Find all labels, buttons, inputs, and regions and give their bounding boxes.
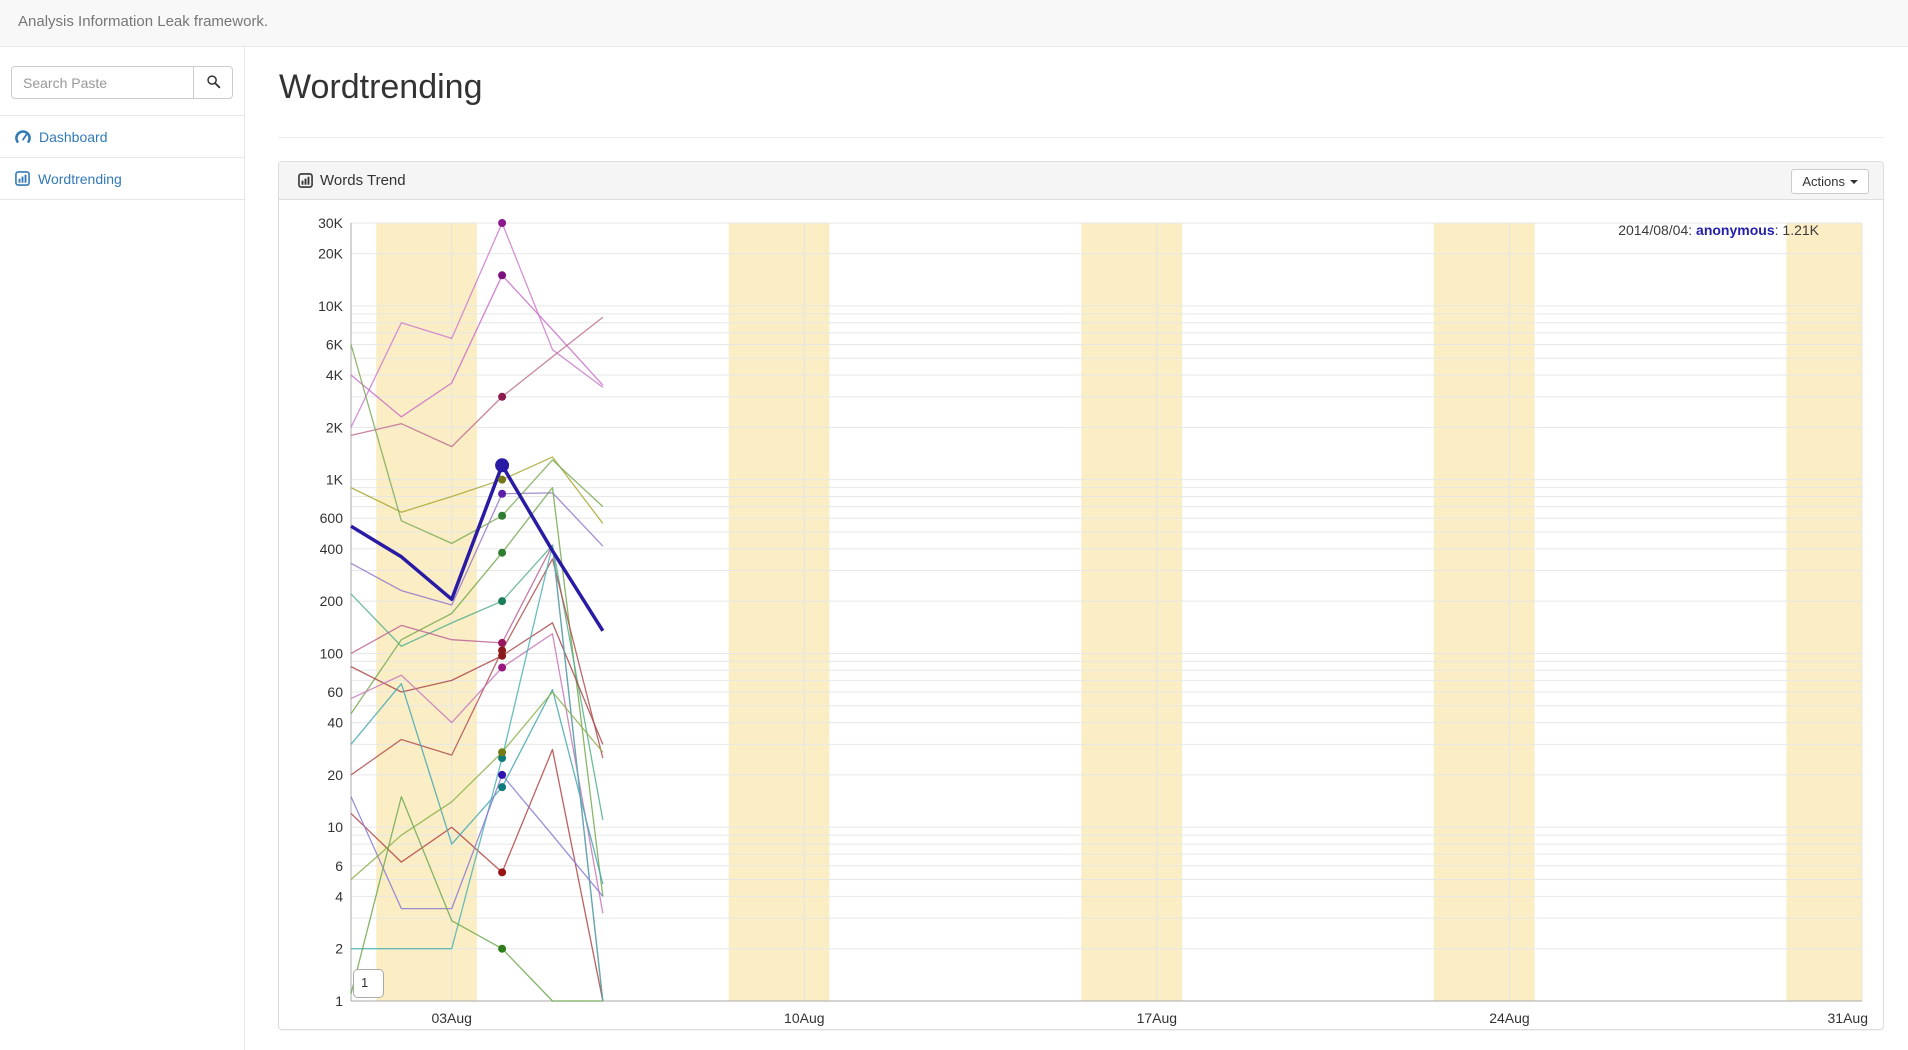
sidebar-item-label: Dashboard [39,129,108,145]
x-tick-label: 31Aug [1828,1010,1868,1026]
hover-point-series-13[interactable] [498,663,507,672]
y-tick-label: 600 [320,510,344,526]
y-tick-label: 400 [320,541,344,557]
y-tick-label: 200 [320,593,344,609]
hover-point-series-15[interactable] [498,783,507,792]
y-tick-label: 1 [335,993,343,1009]
bar-chart-icon [15,160,30,202]
y-tick-label: 1K [326,472,344,488]
search-button[interactable] [193,66,233,99]
hover-point-series-03[interactable] [498,489,507,498]
y-tick-label: 2K [326,419,344,435]
axis-edge-label-box: 1 [353,969,384,998]
weekend-band [376,223,477,1001]
panel-title-text: Words Trend [320,172,406,189]
series-line-series-03 [350,492,604,606]
series-line-series-10 [350,558,604,776]
y-tick-label: 30K [318,215,344,231]
y-tick-label: 6 [335,858,343,874]
x-tick-label: 17Aug [1137,1010,1177,1026]
y-tick-label: 20K [318,246,344,262]
x-tick-label: 24Aug [1489,1010,1529,1026]
hover-point-series-07[interactable] [498,271,507,280]
hover-point-series-06[interactable] [498,219,507,227]
bar-chart-icon [298,173,313,192]
hover-point-series-05[interactable] [498,597,507,606]
hover-point-series-19[interactable] [498,511,507,520]
weekend-band [1081,223,1183,1001]
y-tick-label: 40 [327,715,343,731]
series-line-series-08 [350,316,604,448]
series-line-series-12 [350,748,604,1002]
y-tick-label: 20 [327,767,343,783]
hover-point-series-14[interactable] [498,754,507,763]
page-title: Wordtrending [279,68,483,106]
weekend-band [728,223,830,1001]
y-tick-label: 6K [326,336,344,352]
sidebar-item-wordtrending[interactable]: Wordtrending [0,158,244,200]
words-trend-panel: Words Trend Actions 1 2 4 6 10 20 40 60 100 200 40… [278,161,1884,1030]
page-title-divider [278,137,1884,138]
hover-tooltip: 2014/08/04: anonymous: 1.21K [1618,222,1819,238]
magnifier-icon [206,74,221,92]
panel-title: Words Trend [298,172,406,192]
chart-area: 1 2 4 6 10 20 40 60 100 200 400 600 1K 2K 4K 6K 10K 20K 30… [279,200,1883,1031]
series-line-anonymous [350,463,605,632]
hover-point-series-18[interactable] [498,748,507,757]
panel-heading: Words Trend Actions [279,162,1883,200]
words-trend-chart[interactable]: 1246102040601002004006001K2K4K6K10K20K30… [294,200,1872,1031]
app-title: Analysis Information Leak framework. [18,13,269,30]
series-line-series-13 [350,633,604,914]
y-tick-label: 4K [326,367,344,383]
hover-point-series-09[interactable] [498,638,507,647]
search-input[interactable] [11,66,193,99]
weekend-band [1786,223,1862,1001]
series-line-series-06 [350,222,604,428]
gauge-icon [15,118,31,160]
x-tick-label: 03Aug [431,1010,471,1026]
search-group [11,66,233,99]
sidebar-item-dashboard[interactable]: Dashboard [0,116,244,158]
y-tick-label: 60 [327,684,343,700]
x-tick-label: 10Aug [784,1010,824,1026]
hover-point-series-04[interactable] [498,548,507,557]
y-tick-label: 100 [320,645,344,661]
hover-point-series-02[interactable] [498,475,507,484]
series-line-series-11 [350,622,604,745]
series-line-series-18 [350,691,604,881]
hover-point-series-17[interactable] [498,944,507,953]
hover-point-series-08[interactable] [498,392,507,401]
weekend-band [1433,223,1535,1001]
sidebar-menu: Dashboard Wordtrending [0,115,244,200]
caret-down-icon [1850,180,1858,184]
y-tick-label: 10 [327,819,343,835]
y-tick-label: 10K [318,298,344,314]
hover-point-anonymous[interactable] [495,458,510,473]
sidebar-item-label: Wordtrending [38,171,122,187]
y-tick-label: 4 [335,888,343,904]
hover-point-series-11[interactable] [498,651,507,660]
hover-tooltip-word: anonymous [1696,222,1775,238]
series-line-series-04 [350,486,604,897]
top-navbar: Analysis Information Leak framework. [0,0,1908,47]
actions-dropdown-button[interactable]: Actions [1791,169,1869,194]
series-line-series-14 [351,544,604,1002]
hover-point-series-12[interactable] [498,868,507,877]
series-line-series-16 [350,774,604,910]
sidebar: Dashboard Wordtrending [0,47,245,1050]
y-tick-label: 2 [335,941,343,957]
series-line-series-17 [350,795,603,1002]
series-line-series-07 [350,274,604,418]
series-line-series-15 [350,683,604,885]
hover-point-series-16[interactable] [498,770,507,779]
